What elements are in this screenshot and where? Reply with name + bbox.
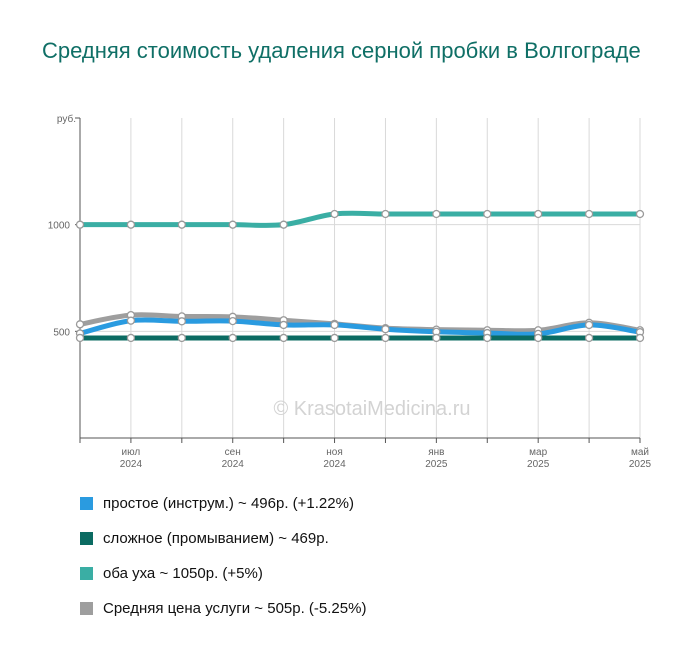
data-point bbox=[75, 333, 85, 343]
x-tick-label-year: 2025 bbox=[629, 459, 652, 470]
data-point bbox=[584, 333, 594, 343]
series-line bbox=[77, 317, 643, 337]
legend-item-average[interactable]: Средняя цена услуги ~ 505р. (-5.25%) bbox=[80, 591, 366, 626]
data-point bbox=[279, 333, 288, 343]
legend-swatch bbox=[80, 532, 93, 545]
y-axis-unit: руб. bbox=[57, 113, 76, 125]
legend-item-complex[interactable]: сложное (промыванием) ~ 469р. bbox=[80, 521, 366, 556]
data-point bbox=[381, 333, 390, 343]
grid bbox=[79, 118, 641, 438]
data-point bbox=[534, 333, 543, 343]
x-tick-label-month: мар bbox=[529, 447, 547, 458]
x-tick-label-month: янв bbox=[428, 447, 444, 458]
data-point bbox=[75, 220, 85, 229]
x-tick-label-month: сен bbox=[225, 447, 241, 458]
data-point bbox=[177, 317, 186, 326]
watermark: © KrasotaiMedicina.ru bbox=[273, 398, 470, 420]
x-axis-labels: июл2024сен2024ноя2024янв2025мар2025май20… bbox=[120, 447, 652, 470]
x-tick-label-month: май bbox=[631, 447, 649, 458]
legend-label: Средняя цена услуги ~ 505р. (-5.25%) bbox=[103, 600, 367, 617]
x-tick-label-year: 2025 bbox=[527, 459, 550, 470]
x-tick-label-year: 2024 bbox=[120, 459, 143, 470]
data-point bbox=[126, 333, 136, 343]
legend-label: оба уха ~ 1050р. (+5%) bbox=[103, 565, 263, 582]
data-point bbox=[584, 209, 594, 219]
data-point bbox=[330, 320, 339, 330]
data-point bbox=[330, 333, 339, 343]
data-point bbox=[279, 320, 288, 330]
chart-title: Средняя стоимость удаления серной пробки… bbox=[42, 38, 641, 63]
series-line bbox=[77, 210, 643, 228]
data-point bbox=[177, 220, 186, 229]
data-point bbox=[228, 316, 237, 326]
x-tick-label-month: ноя bbox=[326, 447, 343, 458]
legend-item-simple[interactable]: простое (инструм.) ~ 496р. (+1.22%) bbox=[80, 486, 366, 521]
data-point bbox=[584, 320, 594, 330]
x-tick-label-month: июл bbox=[122, 447, 141, 458]
legend: простое (инструм.) ~ 496р. (+1.22%) слож… bbox=[80, 486, 366, 626]
series-layer bbox=[75, 209, 645, 343]
data-point bbox=[381, 325, 390, 334]
data-point bbox=[635, 333, 645, 343]
data-point bbox=[483, 209, 492, 219]
legend-label: простое (инструм.) ~ 496р. (+1.22%) bbox=[103, 495, 354, 512]
data-point bbox=[432, 333, 441, 343]
data-point bbox=[228, 333, 237, 343]
data-point bbox=[381, 209, 390, 219]
y-tick-label: 1000 bbox=[48, 221, 71, 232]
legend-label: сложное (промыванием) ~ 469р. bbox=[103, 530, 329, 547]
legend-swatch bbox=[80, 497, 93, 510]
data-point bbox=[177, 333, 186, 343]
data-point bbox=[635, 209, 645, 219]
x-tick-label-year: 2024 bbox=[222, 459, 245, 470]
x-tick-label-year: 2025 bbox=[425, 459, 448, 470]
legend-swatch bbox=[80, 567, 93, 580]
legend-item-both-ears[interactable]: оба уха ~ 1050р. (+5%) bbox=[80, 556, 366, 591]
y-tick-label: 500 bbox=[53, 327, 70, 338]
data-point bbox=[432, 209, 441, 219]
data-point bbox=[75, 320, 85, 329]
data-point bbox=[279, 220, 288, 229]
y-axis-labels: руб. 500 1000 bbox=[48, 113, 76, 338]
data-point bbox=[483, 333, 492, 343]
legend-swatch bbox=[80, 602, 93, 615]
data-point bbox=[228, 220, 237, 229]
data-point bbox=[330, 209, 339, 219]
data-point bbox=[534, 209, 543, 219]
data-point bbox=[126, 316, 136, 325]
axes bbox=[75, 117, 641, 443]
data-point bbox=[126, 220, 136, 229]
line-chart: © KrasotaiMedicina.ru июл2024сен2024ноя2… bbox=[48, 113, 652, 470]
x-tick-label-year: 2024 bbox=[323, 459, 346, 470]
